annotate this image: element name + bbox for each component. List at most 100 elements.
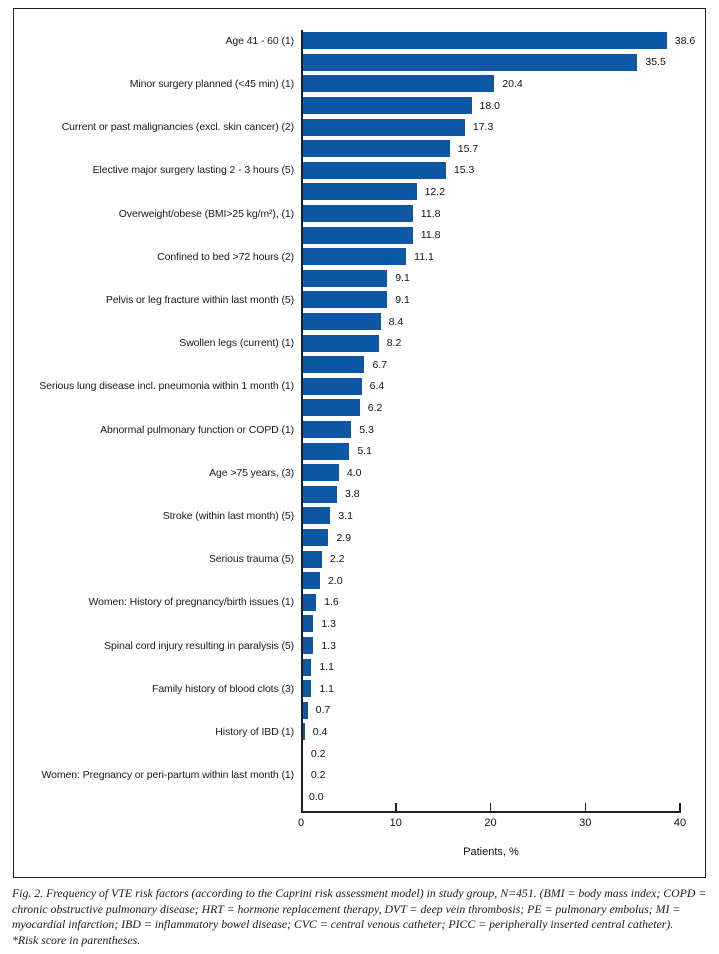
bar-value-label: 5.3: [359, 423, 374, 436]
bar: [301, 291, 388, 309]
bar-value-label: 15.3: [453, 164, 475, 177]
bar-value-label: 0.2: [310, 747, 326, 760]
chart-row: Elective major surgery lasting 2 - 3 hou…: [14, 160, 703, 182]
chart-row: 9.1: [14, 268, 703, 290]
caption-text: Fig. 2. Frequency of VTE risk factors (a…: [12, 886, 707, 932]
bar-value-label: 6.2: [367, 401, 383, 414]
chart-row: 2.9: [14, 527, 703, 549]
bar-value-label: 3.1: [338, 509, 353, 522]
category-label: Spinal cord injury resulting in paralysi…: [104, 639, 294, 652]
chart-row: Minor surgery planned (<45 min) (1) 20.4: [14, 73, 703, 95]
chart-row: 8.4: [14, 311, 703, 333]
bar-value-label: 35.5: [645, 56, 666, 69]
bar: [301, 334, 379, 352]
chart-row: Age >75 years, (3) 4.0: [14, 462, 703, 484]
chart-row: 5.1: [14, 440, 703, 462]
chart-row: History of IBD (1) 0.4: [14, 721, 703, 743]
category-label: History of IBD (1): [215, 725, 294, 738]
chart-row: 35.5: [14, 52, 703, 74]
bar: [301, 658, 312, 676]
bar: [301, 399, 360, 417]
bar-value-label: 6.7: [372, 358, 388, 371]
bar-value-label: 1.1: [319, 682, 335, 695]
bar-value-label: 1.1: [319, 661, 335, 674]
bar: [301, 356, 365, 374]
category-label: Pelvis or leg fracture within last month…: [105, 293, 294, 306]
bar-value-label: 17.3: [472, 121, 494, 134]
bar: [301, 161, 446, 179]
bar: [301, 313, 381, 331]
category-label: Serious trauma (5): [208, 553, 294, 566]
bar: [301, 377, 362, 395]
chart-row: Swollen legs (current) (1) 8.2: [14, 332, 703, 354]
bar: [301, 183, 417, 201]
chart-row: Confined to bed >72 hours (2) 11.1: [14, 246, 703, 268]
category-label: Current or past malignancies (excl. skin…: [61, 121, 294, 134]
bar: [301, 615, 314, 633]
bar: [301, 53, 638, 71]
chart-row: Spinal cord injury resulting in paralysi…: [14, 635, 703, 657]
x-axis-tick: [584, 803, 586, 811]
category-label: Confined to bed >72 hours (2): [157, 250, 294, 263]
bar: [301, 529, 329, 547]
bar-value-label: 0.0: [309, 790, 324, 803]
bar-value-label: 9.1: [395, 272, 410, 285]
category-label: Minor surgery planned (<45 min) (1): [129, 77, 294, 90]
bar: [301, 97, 472, 115]
bar: [301, 140, 450, 158]
chart-row: Serious trauma (5) 2.2: [14, 548, 703, 570]
bar: [301, 637, 314, 655]
bar: [301, 680, 312, 698]
bar: [301, 269, 388, 287]
category-label: Age >75 years, (3): [209, 466, 294, 479]
category-label: Women: Pregnancy or peri-partum within l…: [41, 769, 295, 782]
bar-chart: Age 41 - 60 (1) 38.6 35.5 Minor surgery pla…: [14, 30, 703, 809]
bar-value-label: 18.0: [479, 99, 500, 112]
bar-value-label: 0.7: [315, 704, 331, 717]
bar-value-label: 4.0: [346, 466, 362, 479]
bar-value-label: 11.8: [420, 207, 441, 220]
bar-value-label: 2.9: [336, 531, 352, 544]
bar: [301, 723, 305, 741]
chart-row: 1.3: [14, 613, 703, 635]
bar: [301, 507, 331, 525]
chart-row: 1.1: [14, 656, 703, 678]
x-axis-tick: [395, 803, 397, 811]
chart-row: Family history of blood clots (3) 1.1: [14, 678, 703, 700]
chart-row: 12.2: [14, 181, 703, 203]
bar: [301, 593, 317, 611]
bar: [301, 421, 352, 439]
chart-row: 6.7: [14, 354, 703, 376]
x-axis-tick-label: 0: [297, 817, 305, 829]
chart-row: Abnormal pulmonary function or COPD (1) 5…: [14, 419, 703, 441]
chart-row: Current or past malignancies (excl. skin…: [14, 116, 703, 138]
bar: [301, 248, 407, 266]
bar: [301, 464, 339, 482]
bar-value-label: 8.4: [388, 315, 404, 328]
bar-value-label: 2.2: [329, 553, 345, 566]
category-label: Elective major surgery lasting 2 - 3 hou…: [92, 164, 295, 177]
chart-row: 0.0: [14, 786, 703, 808]
category-label: Women: History of pregnancy/birth issues…: [88, 596, 295, 609]
category-label: Family history of blood clots (3): [152, 682, 294, 695]
bar-value-label: 9.1: [395, 293, 410, 306]
bar: [301, 75, 495, 93]
x-axis-tick-label: 20: [484, 817, 497, 829]
bar-value-label: 1.6: [324, 596, 339, 609]
chart-row: Stroke (within last month) (5) 3.1: [14, 505, 703, 527]
x-axis-title: Patients, %: [463, 846, 519, 858]
x-axis-tick-label: 30: [579, 817, 592, 829]
category-label: Serious lung disease incl. pneumonia wit…: [39, 380, 294, 393]
x-axis-tick-label: 40: [673, 817, 687, 829]
bar-value-label: 1.3: [321, 617, 336, 630]
bar: [301, 32, 667, 50]
bar: [301, 572, 320, 590]
bar: [301, 226, 413, 244]
bar-value-label: 5.1: [357, 445, 372, 458]
bar: [301, 205, 413, 223]
chart-row: Women: History of pregnancy/birth issues…: [14, 592, 703, 614]
chart-row: Women: Pregnancy or peri-partum within l…: [14, 764, 703, 786]
chart-row: 6.2: [14, 397, 703, 419]
bar: [301, 550, 322, 568]
category-label: Overweight/obese (BMI>25 kg/m²), (1): [118, 207, 294, 220]
